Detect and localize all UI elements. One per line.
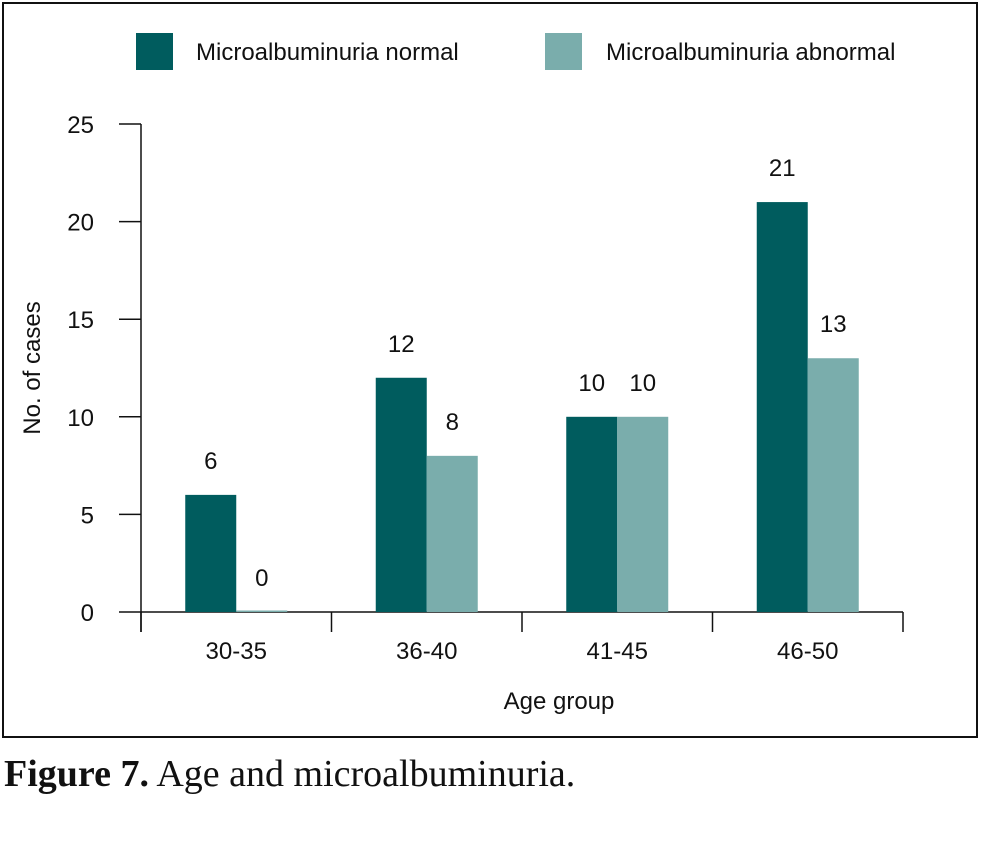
bar-series-2 (807, 358, 859, 612)
bar-series-1 (375, 377, 427, 612)
legend-swatch-2 (545, 33, 582, 70)
bar-series-2 (426, 455, 478, 612)
bar-value-label: 13 (820, 311, 847, 338)
x-tick-label: 30-35 (206, 638, 267, 665)
bar-value-label: 6 (204, 448, 217, 475)
bars (185, 202, 859, 612)
x-tick-label: 46-50 (777, 638, 838, 665)
bar-value-label: 12 (388, 331, 415, 358)
x-axis-title: Age group (504, 688, 615, 715)
legend-label-1: Microalbuminuria normal (196, 39, 459, 66)
y-tick-label: 15 (67, 307, 94, 334)
figure-caption-label: Figure 7. (4, 753, 149, 795)
bar-value-label: 10 (629, 370, 656, 397)
x-tick-label: 41-45 (587, 638, 648, 665)
bar-value-labels: 6 0 12 8 10 10 21 13 (204, 155, 847, 592)
bar-value-label: 0 (255, 565, 268, 592)
legend: Microalbuminuria normal Microalbuminuria … (136, 33, 895, 70)
bar-series-2 (236, 610, 288, 612)
bar-value-label: 8 (446, 409, 459, 436)
y-tick-label: 5 (81, 502, 94, 529)
figure-caption: Figure 7. Age and microalbuminuria. (4, 752, 575, 796)
bar-series-1 (566, 416, 618, 612)
x-axis: 30-35 36-40 41-45 46-50 (140, 611, 904, 665)
figure-caption-text: Age and microalbuminuria. (156, 753, 576, 795)
bar-series-1 (756, 202, 808, 612)
x-tick-label: 36-40 (396, 638, 457, 665)
bar-series-1 (185, 494, 237, 612)
legend-label-2: Microalbuminuria abnormal (606, 39, 895, 66)
bar-value-label: 21 (769, 155, 796, 182)
bar-series-2 (617, 416, 669, 612)
y-tick-label: 20 (67, 210, 94, 237)
legend-swatch-1 (136, 33, 173, 70)
y-axis: 0 5 10 15 20 25 (67, 112, 142, 632)
y-tick-label: 0 (81, 600, 94, 627)
y-axis-title: No. of cases (19, 301, 46, 434)
y-tick-label: 25 (67, 112, 94, 139)
bar-value-label: 10 (578, 370, 605, 397)
y-tick-label: 10 (67, 405, 94, 432)
